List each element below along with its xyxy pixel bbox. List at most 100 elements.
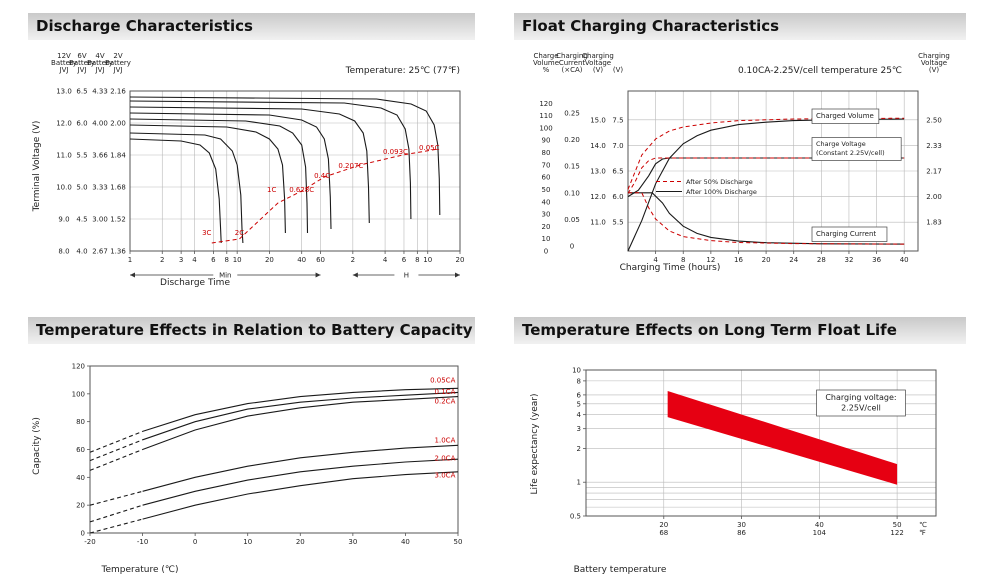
svg-text:0.4C: 0.4C [314, 172, 330, 180]
svg-text:JVJ: JVJ [77, 66, 87, 74]
svg-text:60: 60 [76, 446, 85, 454]
svg-text:Charging: Charging [582, 52, 614, 60]
svg-text:5: 5 [577, 400, 581, 408]
svg-text:2.33: 2.33 [926, 142, 942, 150]
svg-text:0.2CA: 0.2CA [435, 398, 456, 406]
svg-text:%: % [543, 66, 550, 74]
svg-text:1.36: 1.36 [110, 248, 126, 256]
svg-text:℃: ℃ [919, 521, 927, 529]
svg-text:0.5: 0.5 [570, 513, 581, 521]
svg-text:3.0CA: 3.0CA [435, 471, 456, 479]
svg-text:20: 20 [542, 223, 551, 231]
svg-text:3: 3 [179, 256, 183, 264]
svg-text:0.05CA: 0.05CA [430, 377, 455, 385]
svg-text:6V: 6V [77, 52, 86, 60]
svg-text:122: 122 [890, 529, 903, 537]
svg-text:13.0: 13.0 [590, 168, 606, 176]
svg-text:28: 28 [817, 256, 826, 264]
svg-text:Charge Voltage: Charge Voltage [816, 140, 866, 148]
svg-text:JVJ: JVJ [59, 66, 69, 74]
svg-text:8: 8 [415, 256, 419, 264]
svg-text:70: 70 [542, 161, 551, 169]
float-charge-condition-annotation: 0.10CA-2.25V/cell temperature 25℃ [737, 66, 903, 76]
svg-text:JVJ: JVJ [113, 66, 123, 74]
svg-text:32: 32 [844, 256, 853, 264]
svg-text:3: 3 [577, 425, 581, 433]
svg-text:Voltage: Voltage [585, 59, 611, 67]
svg-text:0: 0 [570, 243, 574, 251]
svg-text:1C: 1C [267, 186, 276, 194]
svg-text:0.05C: 0.05C [419, 144, 440, 152]
svg-text:Charged Volume: Charged Volume [816, 112, 874, 120]
svg-text:2C: 2C [235, 229, 244, 237]
x-axis-title-battery-temperature: Battery temperature [573, 565, 667, 575]
svg-text:110: 110 [539, 112, 552, 120]
svg-text:30: 30 [737, 521, 746, 529]
svg-text:4.00: 4.00 [92, 120, 108, 128]
svg-text:3C: 3C [202, 229, 211, 237]
svg-text:5.0: 5.0 [76, 184, 87, 192]
svg-text:40: 40 [542, 198, 551, 206]
svg-text:20: 20 [265, 256, 274, 264]
svg-text:6: 6 [211, 256, 216, 264]
svg-text:50: 50 [454, 538, 463, 546]
svg-text:3.33: 3.33 [92, 184, 108, 192]
svg-text:12V: 12V [57, 52, 71, 60]
svg-text:(V): (V) [929, 66, 940, 74]
svg-text:2.00: 2.00 [110, 120, 126, 128]
svg-text:20: 20 [296, 538, 305, 546]
svg-text:Battery: Battery [105, 59, 131, 67]
svg-text:JVJ: JVJ [95, 66, 105, 74]
svg-text:50: 50 [893, 521, 902, 529]
svg-text:40: 40 [900, 256, 909, 264]
svg-text:(V): (V) [593, 66, 604, 74]
svg-text:12.0: 12.0 [56, 120, 72, 128]
svg-text:60: 60 [542, 174, 551, 182]
svg-text:4.0: 4.0 [76, 248, 87, 256]
svg-text:100: 100 [539, 124, 552, 132]
svg-text:℉: ℉ [919, 529, 926, 537]
svg-text:20: 20 [762, 256, 771, 264]
float-life-chart: 206830864010450122℃℉1086543210.5Charging… [516, 348, 966, 560]
svg-text:Current: Current [559, 59, 586, 67]
svg-text:36: 36 [872, 256, 881, 264]
svg-text:10: 10 [243, 538, 252, 546]
svg-text:2.17: 2.17 [926, 168, 942, 176]
svg-text:After 100% Discharge: After 100% Discharge [686, 188, 757, 196]
svg-text:0: 0 [544, 248, 548, 256]
svg-text:14.0: 14.0 [590, 142, 606, 150]
svg-text:12: 12 [706, 256, 715, 264]
svg-text:68: 68 [659, 529, 668, 537]
svg-text:8: 8 [577, 377, 581, 385]
svg-text:Charging: Charging [918, 52, 950, 60]
svg-text:2V: 2V [113, 52, 122, 60]
svg-text:-20: -20 [84, 538, 95, 546]
svg-text:11.0: 11.0 [56, 152, 72, 160]
svg-text:5.5: 5.5 [76, 152, 87, 160]
svg-text:10: 10 [542, 235, 551, 243]
svg-text:Charge: Charge [533, 52, 558, 60]
svg-text:40: 40 [297, 256, 306, 264]
svg-text:Charging voltage:: Charging voltage: [825, 393, 896, 402]
svg-text:6: 6 [402, 256, 407, 264]
svg-text:4V: 4V [95, 52, 104, 60]
svg-text:20: 20 [659, 521, 668, 529]
svg-text:0.093C: 0.093C [383, 148, 408, 156]
svg-text:30: 30 [348, 538, 357, 546]
svg-text:2.0CA: 2.0CA [435, 455, 456, 463]
svg-text:1.52: 1.52 [110, 216, 126, 224]
svg-text:Voltage: Voltage [921, 59, 947, 67]
svg-text:4.5: 4.5 [76, 216, 87, 224]
svg-text:13.0: 13.0 [56, 88, 72, 96]
svg-text:2.25V/cell: 2.25V/cell [841, 404, 881, 413]
x-axis-title-temperature: Temperature (℃) [101, 565, 179, 575]
svg-text:8: 8 [681, 256, 685, 264]
svg-text:2.16: 2.16 [110, 88, 126, 96]
svg-text:Battery: Battery [87, 59, 113, 67]
svg-text:1.84: 1.84 [110, 152, 126, 160]
svg-text:3.66: 3.66 [92, 152, 108, 160]
y-axis-title-capacity: Capacity (%) [32, 417, 42, 475]
svg-text:5.5: 5.5 [612, 219, 623, 227]
